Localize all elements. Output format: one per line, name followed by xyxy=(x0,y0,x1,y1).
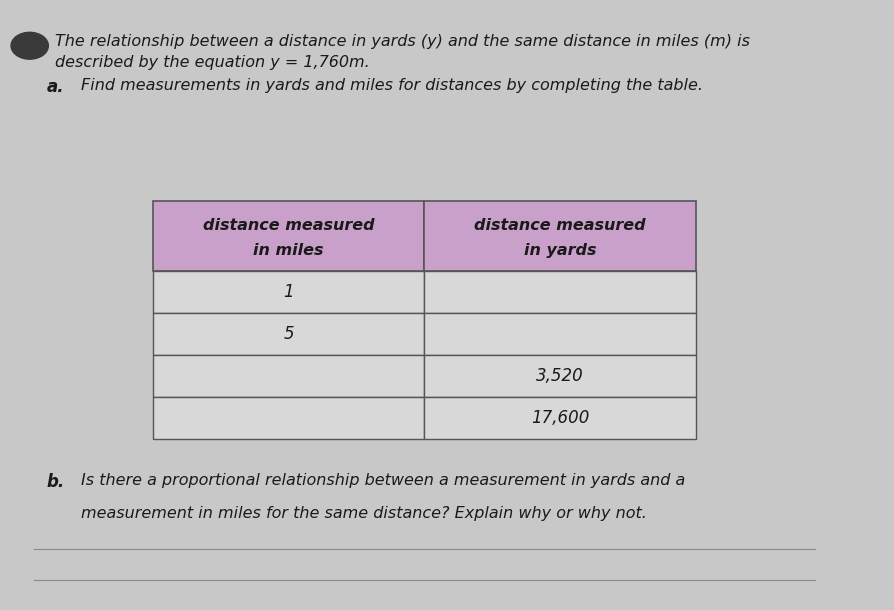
Text: measurement in miles for the same distance? Explain why or why not.: measurement in miles for the same distan… xyxy=(80,506,645,522)
Text: b.: b. xyxy=(46,473,65,491)
FancyBboxPatch shape xyxy=(153,355,424,397)
Text: in yards: in yards xyxy=(523,243,595,258)
Text: Is there a proportional relationship between a measurement in yards and a: Is there a proportional relationship bet… xyxy=(80,473,684,488)
Text: a.: a. xyxy=(46,78,64,96)
Text: in miles: in miles xyxy=(253,243,324,258)
Text: distance measured: distance measured xyxy=(202,218,374,234)
FancyBboxPatch shape xyxy=(153,314,424,355)
Text: 5: 5 xyxy=(283,325,293,343)
FancyBboxPatch shape xyxy=(424,314,695,355)
Circle shape xyxy=(11,32,48,59)
Text: 17,600: 17,600 xyxy=(530,409,588,427)
FancyBboxPatch shape xyxy=(424,355,695,397)
Text: 1: 1 xyxy=(283,284,293,301)
FancyBboxPatch shape xyxy=(424,201,695,271)
Text: described by the equation y = 1,760m.: described by the equation y = 1,760m. xyxy=(55,55,369,70)
Text: 3,520: 3,520 xyxy=(536,367,583,386)
Text: Find measurements in yards and miles for distances by completing the table.: Find measurements in yards and miles for… xyxy=(80,78,702,93)
FancyBboxPatch shape xyxy=(424,397,695,439)
Text: distance measured: distance measured xyxy=(474,218,645,234)
FancyBboxPatch shape xyxy=(424,271,695,314)
Text: The relationship between a distance in yards (y) and the same distance in miles : The relationship between a distance in y… xyxy=(55,34,749,49)
FancyBboxPatch shape xyxy=(153,271,424,314)
FancyBboxPatch shape xyxy=(153,201,424,271)
FancyBboxPatch shape xyxy=(153,397,424,439)
